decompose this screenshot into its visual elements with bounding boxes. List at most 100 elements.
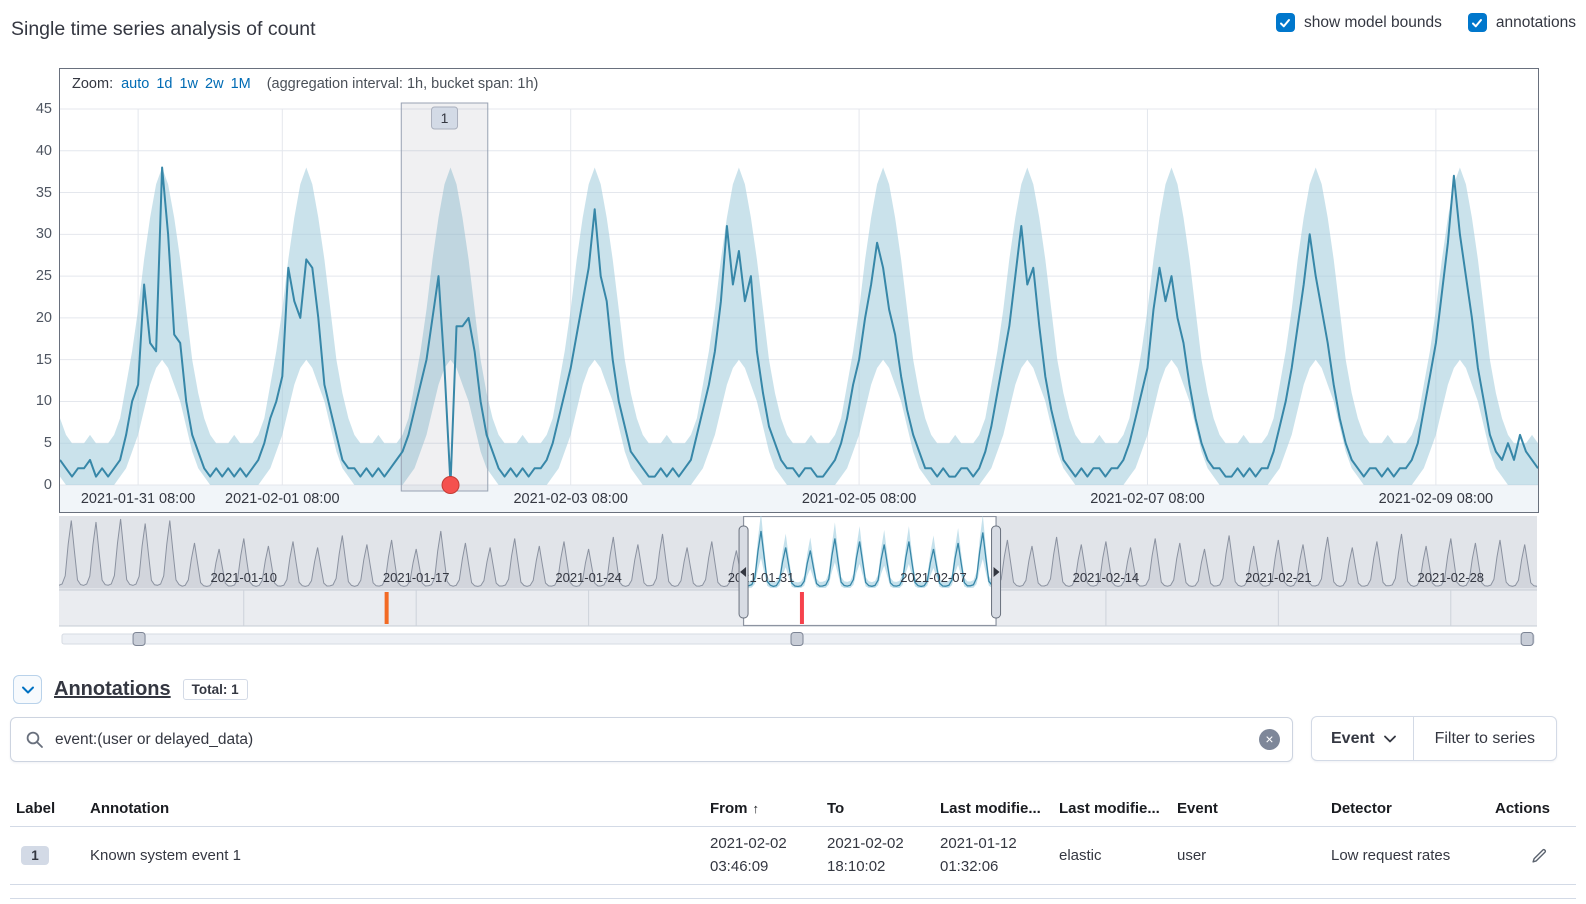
button-divider	[1412, 717, 1414, 760]
chevron-down-icon	[1383, 735, 1396, 742]
annotation-label-cell: 1	[10, 840, 84, 871]
main-timeseries-chart[interactable]: 2021-01-31 08:00 2021-02-01 08:00 2021-02-…	[60, 99, 1538, 512]
annotations-heading[interactable]: Annotations	[54, 678, 171, 700]
timeseries-panel: Zoom: auto 1d 1w 2w 1M (aggregation interval…	[59, 68, 1539, 513]
annotation-region[interactable]	[400, 102, 489, 492]
annotation-label-badge: 1	[21, 846, 49, 865]
th-last-modified-by[interactable]: Last modifie...	[1059, 799, 1160, 817]
annotations-accordion: Annotations Total: 1	[13, 675, 248, 704]
table-footer-divider	[10, 885, 1576, 899]
zoom-option-1w[interactable]: 1w	[179, 76, 199, 92]
zoom-option-1M[interactable]: 1M	[230, 76, 251, 92]
table-header-row: Label Annotation From ↑ To Last modifie..…	[10, 790, 1576, 827]
last-modified-date-cell: 2021-01-12 01:32:06	[940, 835, 1017, 875]
y-axis-label: 5	[43, 435, 52, 452]
triangle-right-icon	[993, 567, 1000, 577]
y-axis-label: 30	[35, 226, 52, 243]
search-query-text[interactable]: event:(user or delayed_data)	[55, 730, 254, 748]
filter-to-series-button[interactable]: Filter to series	[1434, 729, 1536, 747]
zoom-option-2w[interactable]: 2w	[205, 76, 224, 92]
context-axis-label: 2021-02-21	[1245, 570, 1312, 585]
selected-series	[743, 516, 997, 588]
table-row: 1 Known system event 1 2021-02-02 03:46:…	[10, 827, 1576, 885]
context-scrollbar-knob[interactable]	[1520, 632, 1534, 646]
event-dropdown-label: Event	[1331, 729, 1375, 747]
show-model-bounds-label[interactable]: show model bounds	[1303, 13, 1442, 31]
th-event[interactable]: Event	[1177, 799, 1218, 817]
last-modified-by-cell: elastic	[1059, 847, 1102, 864]
sort-ascending-icon: ↑	[752, 800, 760, 816]
from-cell: 2021-02-02 03:46:09	[710, 835, 787, 875]
th-from[interactable]: From ↑	[710, 799, 760, 817]
aggregation-note: (aggregation interval: 1h, bucket span: …	[266, 76, 539, 92]
event-dropdown-button[interactable]: Event	[1312, 717, 1413, 760]
accordion-toggle-button[interactable]	[13, 675, 42, 704]
y-axis-label: 10	[35, 393, 52, 410]
page-title: Single time series analysis of count	[11, 18, 316, 40]
th-label[interactable]: Label	[16, 799, 56, 817]
context-axis-label: 2021-01-10	[211, 570, 278, 585]
y-axis-label: 45	[35, 101, 52, 117]
annotations-label[interactable]: annotations	[1495, 13, 1576, 31]
annotation-text-cell: Known system event 1	[90, 847, 241, 864]
chart-options: show model bounds annotations	[1275, 13, 1576, 32]
y-axis-label: 40	[35, 142, 52, 159]
zoom-option-1d[interactable]: 1d	[156, 76, 173, 92]
detector-cell: Low request rates	[1331, 847, 1451, 864]
x-axis-label: 2021-02-07 08:00	[1090, 491, 1205, 507]
actions-cell	[1474, 841, 1576, 870]
context-annotation-marker[interactable]	[799, 592, 804, 624]
annotations-table: Label Annotation From ↑ To Last modifie..…	[10, 790, 1576, 899]
zoom-bar: Zoom: auto 1d 1w 2w 1M (aggregation interval…	[72, 76, 538, 92]
y-axis-label: 0	[43, 477, 52, 493]
x-axis-label: 2021-02-01 08:00	[225, 491, 340, 507]
zoom-options: auto 1d 1w 2w 1M	[121, 76, 251, 92]
x-axis-label: 2021-02-03 08:00	[513, 491, 628, 507]
context-axis-label: 2021-02-14	[1073, 570, 1140, 585]
show-model-bounds-checkbox[interactable]: show model bounds	[1275, 13, 1442, 32]
zoom-label: Zoom:	[72, 76, 114, 92]
context-axis-label: 2021-01-24	[555, 570, 622, 585]
to-cell: 2021-02-02 18:10:02	[827, 835, 904, 875]
annotations-search-input[interactable]: event:(user or delayed_data) ×	[10, 717, 1293, 762]
context-axis-label: 2021-02-07	[900, 570, 967, 585]
chevron-down-icon	[21, 686, 34, 693]
x-axis-label: 2021-01-31 08:00	[81, 491, 196, 507]
th-last-modified-date[interactable]: Last modifie...	[940, 799, 1041, 817]
metric-line	[60, 166, 1538, 486]
context-axis-label: 2021-02-28	[1418, 570, 1485, 585]
annotations-checkbox[interactable]: annotations	[1467, 13, 1576, 32]
y-axis-label: 20	[35, 309, 52, 326]
anomaly-marker[interactable]	[441, 476, 460, 494]
th-to[interactable]: To	[827, 799, 845, 817]
edit-pencil-icon[interactable]	[1531, 847, 1548, 864]
triangle-left-icon	[740, 567, 747, 577]
model-bounds-area	[60, 167, 1538, 485]
x-axis-label: 2021-02-05 08:00	[802, 491, 917, 507]
context-scrollbar-knob[interactable]	[790, 632, 804, 646]
annotation-region-badge[interactable]	[431, 106, 459, 130]
x-axis-band	[60, 485, 1538, 512]
context-annotation-marker[interactable]	[384, 592, 389, 624]
x-axis-label: 2021-02-09 08:00	[1379, 491, 1494, 507]
checkbox-checked-icon[interactable]	[1467, 13, 1487, 32]
checkbox-checked-icon[interactable]	[1275, 13, 1295, 32]
y-axis-label: 25	[35, 268, 52, 285]
context-axis-label: 2021-01-17	[383, 570, 450, 585]
th-actions: Actions	[1494, 799, 1550, 817]
search-icon	[26, 731, 43, 748]
event-cell: user	[1177, 847, 1207, 864]
context-scrollbar-knob[interactable]	[132, 632, 146, 646]
filter-button-group: Event Filter to series	[1311, 716, 1558, 761]
th-annotation[interactable]: Annotation	[90, 799, 170, 817]
annotation-region-badge-label: 1	[441, 110, 449, 126]
th-detector[interactable]: Detector	[1331, 799, 1392, 817]
context-overview-chart[interactable]: 2021-01-10 2021-01-17 2021-01-24 2021-01-31…	[59, 516, 1537, 648]
zoom-option-auto[interactable]: auto	[121, 76, 150, 92]
context-axis-label: 2021-01-31	[728, 570, 795, 585]
y-axis-label: 35	[35, 184, 52, 201]
total-badge: Total: 1	[182, 679, 248, 700]
y-axis-label: 15	[35, 351, 52, 368]
clear-search-button[interactable]: ×	[1259, 729, 1280, 750]
